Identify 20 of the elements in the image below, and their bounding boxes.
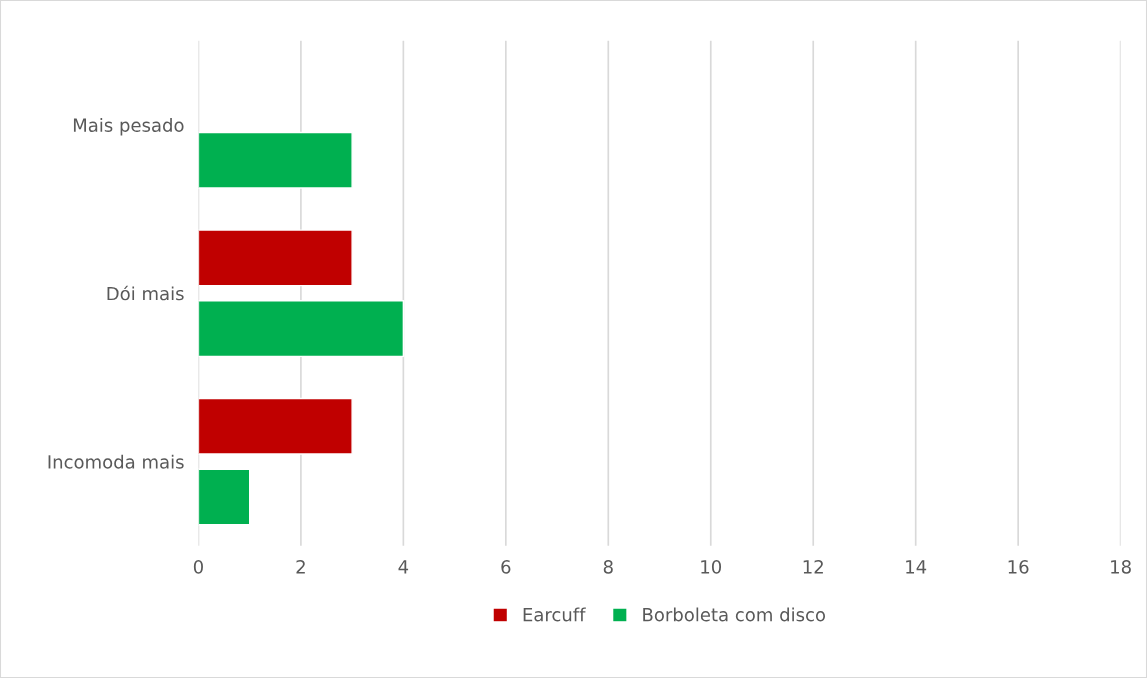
legend-label: Borboleta com disco: [643, 607, 826, 622]
x-tick-label: 18: [1111, 560, 1131, 574]
bar: [198, 229, 353, 287]
x-tick-label: 2: [296, 560, 305, 574]
x-tick-label: 14: [906, 560, 927, 574]
x-tick-label: 10: [701, 560, 722, 574]
x-tick-label: 16: [1008, 560, 1029, 574]
y-tick-label: Mais pesado: [73, 118, 184, 136]
legend-label: Earcuff: [523, 607, 586, 622]
bar: [198, 397, 353, 455]
bar: [198, 300, 405, 358]
x-tick-label: 8: [603, 560, 613, 574]
y-tick-label: Incomoda mais: [48, 454, 184, 469]
x-tick-label: 12: [803, 560, 823, 574]
x-tick-label: 6: [501, 560, 511, 574]
bar: [198, 468, 251, 526]
bar: [198, 131, 353, 189]
y-tick-label: Dói mais: [107, 285, 184, 301]
x-tick-label: 4: [398, 560, 409, 574]
x-tick-label: 0: [193, 560, 203, 574]
